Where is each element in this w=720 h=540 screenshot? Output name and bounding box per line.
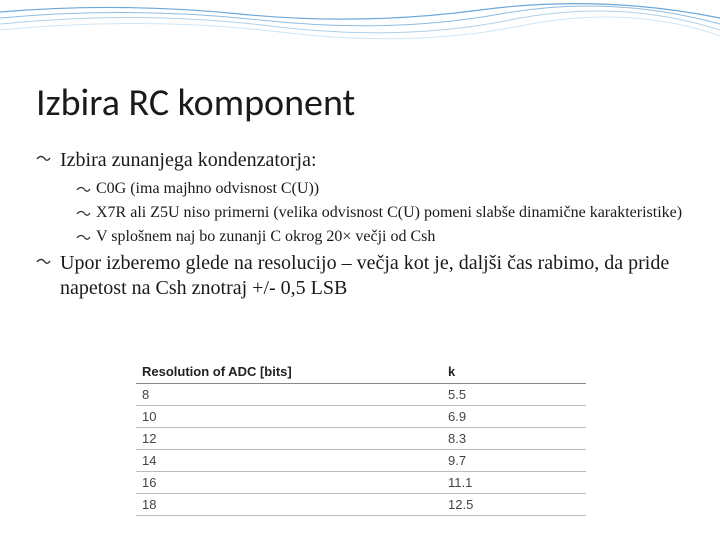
table-row: 85.5 <box>136 384 586 406</box>
table-header-row: Resolution of ADC [bits] k <box>136 360 586 384</box>
bullet-swirl-icon <box>76 232 92 244</box>
table-cell-k: 5.5 <box>442 384 586 406</box>
bullet-level2: X7R ali Z5U niso primerni (velika odvisn… <box>36 203 684 223</box>
table-cell-k: 8.3 <box>442 428 586 450</box>
bullet-swirl-icon <box>36 256 52 268</box>
table-row: 149.7 <box>136 450 586 472</box>
table-row: 1812.5 <box>136 494 586 516</box>
table-cell-resolution: 12 <box>136 428 442 450</box>
bullet-level2: V splošnem naj bo zunanji C okrog 20× ve… <box>36 227 684 247</box>
table-row: 106.9 <box>136 406 586 428</box>
table-cell-resolution: 18 <box>136 494 442 516</box>
table-cell-resolution: 8 <box>136 384 442 406</box>
bullet-level1: Upor izberemo glede na resolucijo – večj… <box>36 251 684 301</box>
content-area: Izbira zunanjega kondenzatorja: C0G (ima… <box>36 148 684 307</box>
table-header-resolution: Resolution of ADC [bits] <box>136 360 442 384</box>
bullet-swirl-icon <box>76 208 92 220</box>
table-cell-k: 11.1 <box>442 472 586 494</box>
table-row: 128.3 <box>136 428 586 450</box>
bullet-text: Izbira zunanjega kondenzatorja: <box>60 149 317 171</box>
resolution-table: Resolution of ADC [bits] k 85.5106.9128.… <box>136 360 586 516</box>
header-wave-decoration <box>0 0 720 60</box>
bullet-text: X7R ali Z5U niso primerni (velika odvisn… <box>96 204 682 221</box>
table-row: 1611.1 <box>136 472 586 494</box>
table-cell-resolution: 14 <box>136 450 442 472</box>
table-cell-k: 12.5 <box>442 494 586 516</box>
table-cell-k: 9.7 <box>442 450 586 472</box>
resolution-table-container: Resolution of ADC [bits] k 85.5106.9128.… <box>136 360 586 516</box>
table-cell-resolution: 10 <box>136 406 442 428</box>
bullet-swirl-icon <box>36 153 52 165</box>
bullet-text: V splošnem naj bo zunanji C okrog 20× ve… <box>96 228 435 245</box>
bullet-swirl-icon <box>76 184 92 196</box>
bullet-level2: C0G (ima majhno odvisnost C(U)) <box>36 179 684 199</box>
bullet-text: Upor izberemo glede na resolucijo – večj… <box>60 252 669 299</box>
bullet-level1: Izbira zunanjega kondenzatorja: <box>36 148 684 173</box>
table-cell-k: 6.9 <box>442 406 586 428</box>
table-header-k: k <box>442 360 586 384</box>
table-cell-resolution: 16 <box>136 472 442 494</box>
bullet-text: C0G (ima majhno odvisnost C(U)) <box>96 180 319 197</box>
slide-title: Izbira RC komponent <box>36 80 355 126</box>
